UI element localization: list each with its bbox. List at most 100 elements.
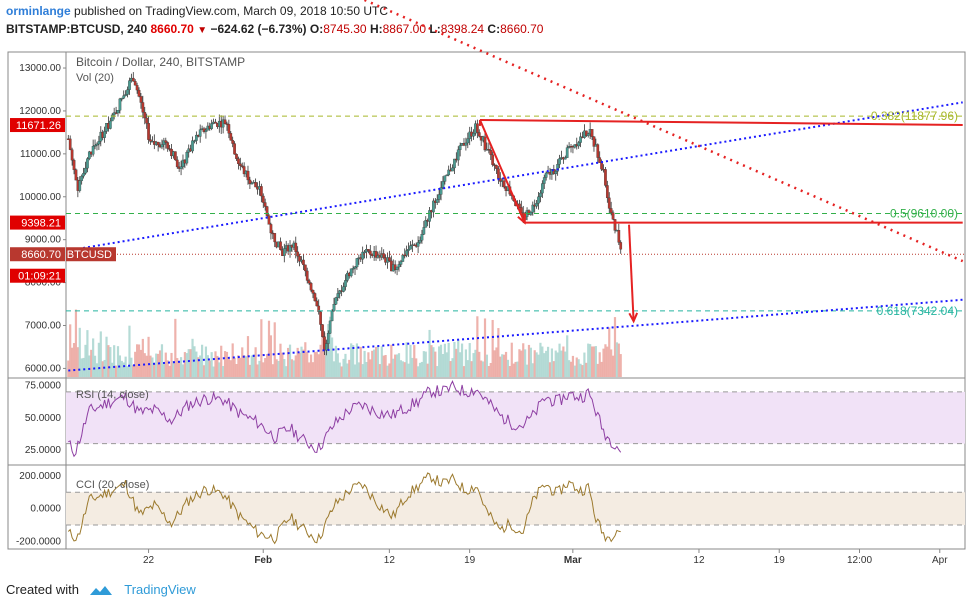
candle-body bbox=[103, 131, 106, 138]
volume-bar bbox=[453, 341, 456, 377]
volume-bar bbox=[122, 362, 125, 377]
symbol-label: BITSTAMP:BTCUSD, 240 bbox=[6, 22, 148, 36]
volume-bar bbox=[239, 357, 242, 377]
volume-bar bbox=[390, 344, 393, 377]
candle-body bbox=[303, 264, 307, 272]
volume-bar bbox=[415, 358, 418, 377]
candle-body bbox=[273, 233, 277, 243]
volume-bar bbox=[214, 351, 217, 377]
volume-bar bbox=[422, 351, 425, 377]
volume-bar bbox=[489, 362, 492, 377]
tradingview-brand[interactable]: TradingView bbox=[124, 582, 196, 597]
last-price: 8660.70 bbox=[150, 22, 194, 36]
volume-bar bbox=[602, 348, 605, 377]
volume-bar bbox=[294, 355, 297, 377]
publish-info: orminlange published on TradingView.com,… bbox=[6, 4, 388, 18]
volume-bar bbox=[105, 336, 108, 377]
candle-body bbox=[235, 154, 238, 159]
volume-bar bbox=[608, 327, 611, 377]
volume-bar bbox=[71, 347, 74, 377]
volume-bar bbox=[74, 309, 78, 377]
volume-bar bbox=[139, 349, 143, 377]
candle-body bbox=[210, 123, 214, 129]
volume-bar bbox=[222, 366, 225, 377]
candle-body bbox=[87, 151, 91, 159]
volume-bar bbox=[132, 364, 135, 377]
volume-bar bbox=[197, 357, 200, 377]
volume-bar bbox=[212, 366, 215, 377]
volume-bar bbox=[336, 353, 339, 377]
time-tick-label: 12 bbox=[384, 555, 396, 566]
volume-bar bbox=[204, 346, 208, 377]
volume-bar bbox=[571, 355, 575, 377]
volume-bar bbox=[449, 361, 452, 377]
volume-bar bbox=[285, 366, 288, 377]
volume-bar bbox=[568, 360, 571, 377]
volume-bar bbox=[491, 319, 494, 377]
candle-body bbox=[135, 85, 139, 91]
candle-body bbox=[556, 164, 559, 172]
price-axis-label-bg bbox=[10, 247, 65, 262]
volume-bar bbox=[193, 346, 196, 377]
candle-body bbox=[231, 140, 235, 144]
price-change: −624.62 (−6.73%) bbox=[210, 22, 307, 36]
volume-bar bbox=[311, 362, 315, 377]
volume-bar bbox=[160, 344, 164, 377]
candle-body bbox=[592, 136, 596, 147]
target-arrow-line bbox=[628, 224, 635, 322]
volume-bar bbox=[610, 349, 613, 377]
candle-body bbox=[225, 123, 229, 125]
candle-body bbox=[86, 158, 89, 169]
volume-bar bbox=[80, 358, 83, 377]
volume-bar bbox=[157, 353, 160, 377]
candle-body bbox=[346, 272, 349, 281]
volume-bar bbox=[459, 352, 462, 377]
volume-bar bbox=[443, 343, 446, 377]
candle-body bbox=[502, 180, 506, 188]
candle-body bbox=[246, 170, 250, 181]
candle-body bbox=[260, 186, 263, 197]
candle-body bbox=[619, 242, 623, 250]
published-text: published on TradingView.com, March 09, … bbox=[74, 4, 388, 18]
cci-line bbox=[67, 472, 621, 545]
volume-bar bbox=[275, 359, 278, 377]
volume-bar bbox=[516, 361, 519, 377]
candle-body bbox=[74, 169, 78, 181]
footer: Created with TradingView bbox=[6, 582, 196, 597]
candle-body bbox=[598, 157, 602, 163]
volume-bar bbox=[619, 354, 622, 377]
candle-body bbox=[238, 163, 242, 166]
time-tick-label: Feb bbox=[254, 555, 272, 566]
author-link[interactable]: orminlange bbox=[6, 4, 71, 18]
volume-bar bbox=[455, 348, 458, 377]
volume-bar bbox=[497, 328, 500, 377]
price-axis-label: 11671.26 bbox=[16, 120, 61, 132]
volume-bar bbox=[237, 355, 240, 377]
candle-body bbox=[441, 181, 445, 188]
candle-body bbox=[198, 129, 202, 137]
volume-bar bbox=[136, 344, 139, 377]
candle-body bbox=[529, 212, 533, 215]
candle-body bbox=[240, 165, 244, 167]
candle-body bbox=[267, 215, 271, 225]
volume-bar bbox=[229, 360, 232, 377]
candle-body bbox=[537, 196, 540, 204]
candle-body bbox=[382, 253, 386, 258]
volume-bar bbox=[386, 365, 389, 377]
candle-body bbox=[279, 241, 282, 250]
price-axis-label-bg bbox=[66, 247, 116, 262]
price-tick-label: 6000.00 bbox=[25, 363, 62, 374]
volume-bar bbox=[141, 338, 144, 377]
time-tick-label: 22 bbox=[143, 555, 155, 566]
candle-body bbox=[407, 249, 410, 251]
candle-body bbox=[126, 89, 129, 95]
volume-bar bbox=[426, 363, 429, 377]
candle-body bbox=[487, 149, 491, 151]
cci-tick-label: 200.0000 bbox=[19, 471, 61, 482]
volume-bar bbox=[493, 350, 496, 377]
indicator-bands bbox=[66, 391, 965, 526]
candle-body bbox=[558, 158, 561, 165]
volume-bar bbox=[292, 360, 295, 377]
volume-bar bbox=[374, 346, 378, 377]
